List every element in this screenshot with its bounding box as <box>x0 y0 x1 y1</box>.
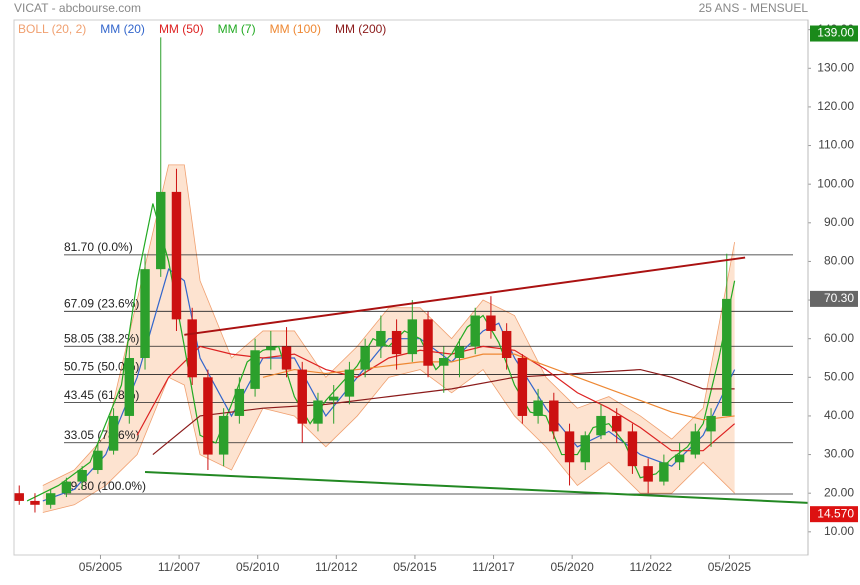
legend-entry: MM (200) <box>335 22 386 36</box>
candle-body <box>266 346 276 351</box>
candle-body <box>234 388 245 416</box>
x-tick-label: 05/2010 <box>236 560 280 574</box>
fib-label: 81.70 (0.0%) <box>64 240 133 254</box>
candle-body <box>360 346 370 370</box>
x-tick-label: 11/2007 <box>158 560 201 574</box>
y-tick-label: 10.00 <box>824 524 854 538</box>
candle-body <box>627 431 638 467</box>
candle-body <box>187 319 197 378</box>
x-tick-label: 05/2020 <box>550 560 594 574</box>
candle-body <box>643 466 653 482</box>
price-badge <box>810 290 858 307</box>
candle-body <box>313 400 323 424</box>
candle-body <box>596 415 606 436</box>
candle-body <box>439 357 449 366</box>
moving-average <box>262 353 735 421</box>
candle-body <box>14 493 24 501</box>
price-badge-label: 139.00 <box>817 26 854 40</box>
candle-body <box>297 369 307 424</box>
bollinger-lower <box>42 369 735 513</box>
fib-label: 50.75 (50.0%) <box>64 360 139 374</box>
bollinger-upper <box>42 164 736 486</box>
candle-body <box>706 415 716 432</box>
legend-entry: MM (100) <box>270 22 321 36</box>
candle-body <box>501 330 512 358</box>
candle-body <box>423 319 433 366</box>
candle-body <box>218 415 229 455</box>
candle-body <box>156 191 166 270</box>
moving-average <box>136 345 736 452</box>
fib-label: 58.05 (38.2%) <box>64 331 139 345</box>
candle-body <box>611 415 622 432</box>
y-tick-label: 30.00 <box>824 447 854 461</box>
candle-body <box>722 298 732 416</box>
legend-entry: MM (7) <box>218 22 256 36</box>
candle-body <box>30 500 40 505</box>
candle-body <box>470 315 480 347</box>
candle-body <box>486 315 496 331</box>
y-tick-label: 100.00 <box>817 176 854 190</box>
candle-body <box>140 269 150 358</box>
candle-body <box>45 493 56 505</box>
price-badge <box>810 25 858 42</box>
chart-subtitle: 25 ANS - MENSUEL <box>699 1 809 15</box>
candle-body <box>564 431 575 463</box>
candle-body <box>61 481 72 494</box>
legend-entry: MM (50) <box>159 22 204 36</box>
x-tick-label: 11/2012 <box>315 560 358 574</box>
candle-body <box>407 319 418 355</box>
y-tick-label: 50.00 <box>824 369 854 383</box>
candle-body <box>124 357 135 416</box>
y-tick-label: 40.00 <box>824 408 854 422</box>
candle-body <box>391 330 402 355</box>
candle-body <box>77 470 87 482</box>
candle-body <box>659 462 669 482</box>
candle-body <box>580 435 590 463</box>
candle-body <box>674 454 685 463</box>
x-tick-label: 05/2005 <box>79 560 123 574</box>
y-tick-label: 80.00 <box>824 254 854 268</box>
candle-body <box>328 396 339 401</box>
fib-label: 19.80 (100.0%) <box>64 479 146 493</box>
candle-body <box>517 357 528 416</box>
fib-label: 67.09 (23.6%) <box>64 296 139 310</box>
fib-label: 43.45 (61.8%) <box>64 388 139 402</box>
candle-body <box>250 350 260 389</box>
candle-body <box>376 330 386 347</box>
candle-body <box>203 377 213 455</box>
y-tick-label: 90.00 <box>824 215 854 229</box>
y-tick-label: 110.00 <box>818 138 854 152</box>
candle-body <box>454 346 465 358</box>
candle-body <box>344 369 355 397</box>
price-badge-label: 14.570 <box>817 506 854 520</box>
legend-entry: BOLL (20, 2) <box>18 22 86 36</box>
moving-average <box>152 368 735 456</box>
price-badge-label: 70.30 <box>824 291 854 305</box>
y-tick-label: 120.00 <box>817 99 854 113</box>
y-tick-label: 20.00 <box>824 485 854 499</box>
x-tick-label: 05/2025 <box>708 560 752 574</box>
price-badge <box>810 506 858 523</box>
chart-title: VICAT - abcbourse.com <box>14 1 141 15</box>
moving-average <box>42 268 736 502</box>
x-tick-label: 05/2015 <box>393 560 437 574</box>
candle-body <box>533 400 543 416</box>
y-tick-label: 60.00 <box>824 331 854 345</box>
legend-entry: MM (20) <box>100 22 145 36</box>
candle-body <box>171 191 182 320</box>
candle-body <box>93 450 103 471</box>
candle-body <box>549 400 559 432</box>
trend-line <box>144 470 809 504</box>
trend-line <box>184 256 746 336</box>
candle-body <box>281 346 292 370</box>
y-tick-label: 130.00 <box>817 60 854 74</box>
candle-body <box>690 431 701 455</box>
candle-body <box>108 415 119 451</box>
x-tick-label: 11/2017 <box>472 560 515 574</box>
x-tick-label: 11/2022 <box>630 560 673 574</box>
